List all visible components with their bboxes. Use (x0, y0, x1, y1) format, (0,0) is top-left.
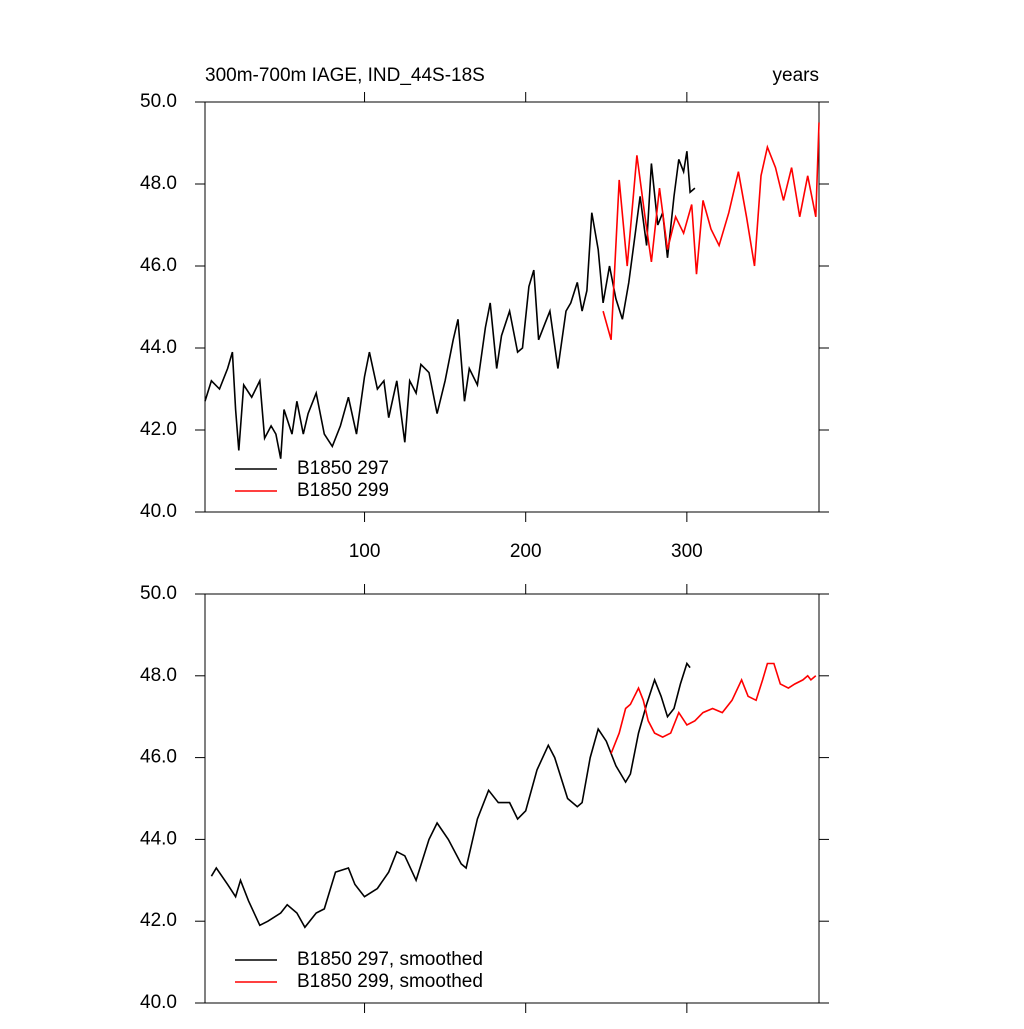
data-line (210, 661, 691, 929)
y-tick-label: 44.0 (140, 828, 177, 849)
plot-frame (204, 101, 820, 513)
x-tick-label: 300 (671, 541, 703, 562)
x-tick-label: 200 (510, 541, 542, 562)
data-line (204, 151, 696, 459)
y-tick-label: 40.0 (140, 501, 177, 522)
chart-title: 300m-700m IAGE, IND_44S-18S (205, 65, 485, 86)
x-tick-label: 100 (349, 541, 381, 562)
units-label: years (773, 65, 819, 86)
y-tick-label: 42.0 (140, 910, 177, 931)
data-line (602, 122, 820, 341)
y-tick-label: 46.0 (140, 747, 177, 768)
y-tick-label: 44.0 (140, 337, 177, 358)
y-tick-label: 48.0 (140, 173, 177, 194)
y-tick-label: 46.0 (140, 255, 177, 276)
data-line (610, 662, 817, 754)
y-tick-label: 50.0 (140, 91, 177, 112)
y-tick-label: 42.0 (140, 419, 177, 440)
legend-label: B1850 297, smoothed (297, 949, 483, 970)
legend-label: B1850 299 (297, 480, 389, 501)
y-tick-label: 40.0 (140, 992, 177, 1013)
y-tick-label: 50.0 (140, 583, 177, 604)
legend-label: B1850 299, smoothed (297, 971, 483, 992)
y-tick-label: 48.0 (140, 665, 177, 686)
legend-label: B1850 297 (297, 458, 389, 479)
plot-frame (204, 593, 820, 1004)
